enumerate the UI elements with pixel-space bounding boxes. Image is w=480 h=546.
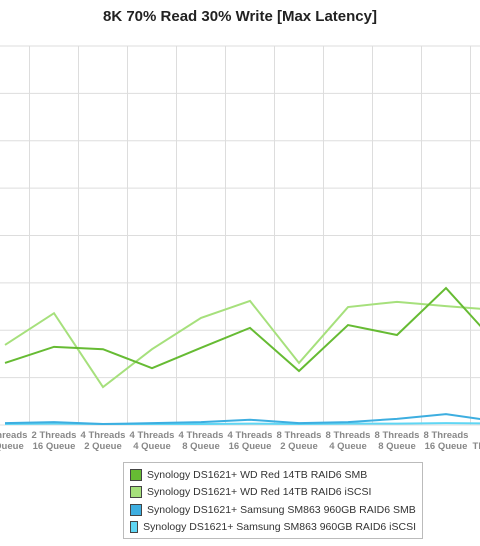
series-line [4, 299, 480, 389]
legend-item: Synology DS1621+ Samsung SM863 960GB RAI… [130, 501, 416, 519]
x-tick-label: 8 Threads 8 Queue [374, 430, 420, 452]
x-tick-label: 4 Threads 8 Queue [178, 430, 224, 452]
series-line [4, 286, 480, 373]
x-tick-label: 4 Threads 2 Queue [80, 430, 126, 452]
x-tick-label: 4 Threads 4 Queue [129, 430, 175, 452]
legend-label: Synology DS1621+ WD Red 14TB RAID6 SMB [147, 468, 368, 481]
legend-item: Synology DS1621+ WD Red 14TB RAID6 SMB [130, 466, 416, 484]
series-line [4, 413, 480, 426]
legend-swatch [130, 486, 142, 499]
legend-item: Synology DS1621+ WD Red 14TB RAID6 iSCSI [130, 484, 416, 502]
legend-swatch [130, 468, 142, 481]
legend-label: Synology DS1621+ Samsung SM863 960GB RAI… [143, 521, 416, 534]
x-tick-label: 8 Threads 4 Queue [325, 430, 371, 452]
chart-title: 8K 70% Read 30% Write [Max Latency] [103, 8, 377, 25]
x-tick-label: 16 Threads 2 Queue [472, 441, 480, 452]
legend-label: Synology DS1621+ Samsung SM863 960GB RAI… [147, 503, 416, 516]
x-tick-label: 2 Threads 8 Queue [0, 430, 28, 452]
x-tick-label: 4 Threads 16 Queue [227, 430, 273, 452]
x-tick-label: 2 Threads 16 Queue [31, 430, 77, 452]
x-tick-label: 8 Threads 16 Queue [423, 430, 469, 452]
legend: Synology DS1621+ WD Red 14TB RAID6 SMB Sy… [123, 462, 423, 539]
legend-swatch [130, 503, 142, 516]
x-tick-label: 8 Threads 2 Queue [276, 430, 322, 452]
legend-item: Synology DS1621+ Samsung SM863 960GB RAI… [130, 519, 416, 537]
legend-label: Synology DS1621+ WD Red 14TB RAID6 iSCSI [147, 486, 372, 499]
legend-swatch [130, 521, 139, 534]
